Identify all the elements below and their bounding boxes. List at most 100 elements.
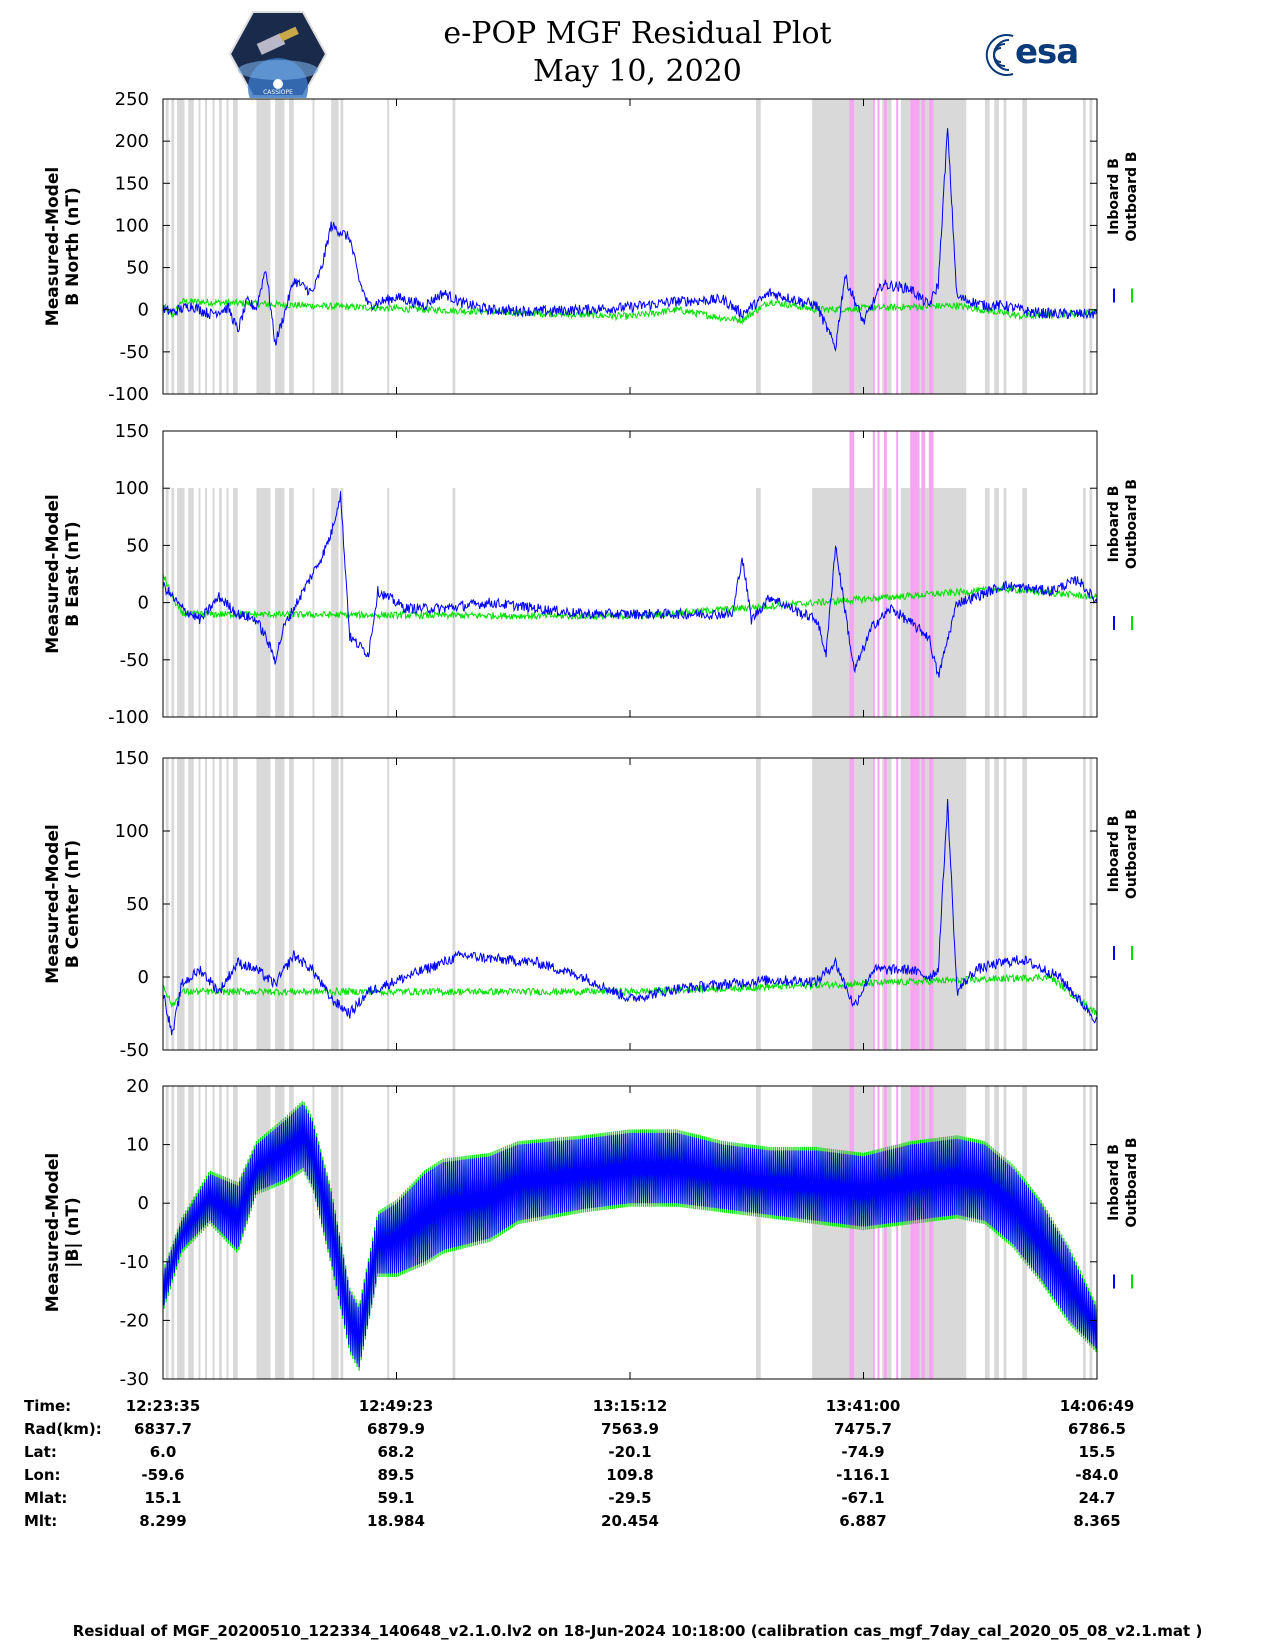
special-flag-band: [884, 431, 887, 717]
quality-flag-band: [984, 488, 990, 717]
y-tick-label: 0: [138, 967, 149, 988]
quality-flag-band: [1022, 488, 1027, 717]
special-flag-band: [877, 758, 880, 1050]
quality-flag-band: [900, 1086, 911, 1379]
orbit-info-value: 59.1: [377, 1489, 415, 1507]
esa-logo-mark: [985, 34, 1014, 76]
cassiope-logo: CASSIOPE: [228, 11, 328, 98]
outboard-b-series: [162, 1100, 1098, 1371]
orbit-info-value: 6786.5: [1068, 1420, 1126, 1438]
orbit-info-value: 8.365: [1073, 1512, 1121, 1530]
quality-flag-band: [212, 1086, 215, 1379]
quality-flag-band: [900, 488, 911, 717]
quality-flag-band: [331, 488, 339, 717]
y-tick-label: 150: [115, 421, 149, 442]
special-flag-band: [928, 758, 934, 1050]
quality-flag-band: [994, 488, 999, 717]
special-flag-band: [884, 758, 887, 1050]
y-tick-label: 0: [138, 300, 149, 321]
quality-flag-band: [171, 758, 175, 1050]
orbit-info-value: 15.1: [144, 1489, 182, 1507]
quality-flag-band: [256, 488, 271, 717]
y-axis-label: Measured-ModelB North (nT): [43, 167, 83, 326]
orbit-info-value: 15.5: [1078, 1443, 1116, 1461]
quality-flag-band: [812, 1086, 850, 1379]
y-tick-label: 200: [115, 131, 149, 152]
quality-flag-band: [212, 99, 215, 394]
orbit-info-label: Rad(km):: [24, 1420, 102, 1438]
orbit-info-label: Lon:: [24, 1466, 61, 1484]
y-tick-label: -30: [120, 1369, 149, 1390]
quality-flag-band: [198, 758, 201, 1050]
quality-flag-band: [312, 758, 315, 1050]
quality-flag-band: [188, 758, 194, 1050]
quality-flag-band: [226, 99, 229, 394]
special-flag-band: [896, 758, 899, 1050]
special-flag-band: [910, 431, 920, 717]
orbit-info-value: -29.5: [608, 1489, 652, 1507]
quality-flag-band: [312, 99, 315, 394]
legend-outboard-label: Outboard B: [1124, 809, 1140, 899]
y-axis-label: Measured-ModelB Center (nT): [43, 824, 83, 983]
quality-flag-band: [289, 1086, 294, 1379]
quality-flag-band: [212, 488, 215, 717]
legend-inboard-label: Inboard B: [1106, 816, 1122, 893]
special-flag-band: [872, 431, 875, 717]
quality-flag-band: [275, 758, 285, 1050]
legend-inboard-label: Inboard B: [1106, 158, 1122, 235]
quality-flag-band: [205, 1086, 208, 1379]
quality-flag-band: [219, 488, 222, 717]
quality-flag-band: [452, 488, 456, 717]
orbit-info-value: 6837.7: [134, 1420, 192, 1438]
quality-flag-band: [933, 99, 967, 394]
y-tick-label: 0: [138, 593, 149, 614]
y-tick-label: 50: [126, 535, 149, 556]
y-tick-label: -100: [108, 384, 149, 405]
special-flag-band: [910, 1086, 920, 1379]
quality-flag-band: [900, 758, 911, 1050]
quality-flag-band: [340, 488, 344, 717]
y-tick-label: 250: [115, 89, 149, 110]
quality-flag-band: [933, 1086, 967, 1379]
orbit-info-label: Mlt:: [24, 1512, 58, 1530]
quality-flag-band: [198, 488, 201, 717]
special-flag-band: [896, 99, 899, 394]
chart-subtitle-date: May 10, 2020: [533, 54, 742, 89]
orbit-info-value: -84.0: [1075, 1466, 1119, 1484]
y-tick-label: 150: [115, 173, 149, 194]
quality-flag-band: [233, 488, 238, 717]
quality-flag-band: [340, 758, 344, 1050]
quality-flag-band: [177, 99, 185, 394]
quality-flag-band: [854, 1086, 873, 1379]
y-tick-label: 100: [115, 215, 149, 236]
quality-flag-band: [312, 1086, 315, 1379]
y-tick-label: 150: [115, 748, 149, 769]
special-flag-band: [921, 99, 926, 394]
outboard-b-series: [163, 972, 1098, 1017]
quality-flag-band: [854, 488, 873, 717]
quality-flag-band: [756, 488, 761, 717]
quality-flag-band: [256, 1086, 271, 1379]
quality-flag-band: [275, 99, 285, 394]
orbit-info-label: Time:: [24, 1397, 72, 1415]
quality-flag-band: [452, 99, 456, 394]
quality-flag-band: [1082, 758, 1086, 1050]
quality-flag-band: [452, 758, 456, 1050]
special-flag-band: [877, 1086, 880, 1379]
quality-flag-band: [171, 99, 175, 394]
inboard-b-series: [162, 128, 1098, 352]
quality-flag-band: [1003, 99, 1007, 394]
y-tick-label: -50: [120, 1040, 149, 1061]
y-tick-label: 10: [126, 1135, 149, 1156]
quality-flag-band: [756, 1086, 761, 1379]
quality-flag-band: [854, 758, 873, 1050]
orbit-info-value: -59.6: [141, 1466, 185, 1484]
cassiope-logo-text: CASSIOPE: [263, 89, 293, 96]
orbit-info-value: 12:49:23: [358, 1397, 434, 1415]
quality-flag-band: [171, 1086, 175, 1379]
y-tick-label: 100: [115, 478, 149, 499]
quality-flag-band: [1089, 99, 1093, 394]
quality-flag-band: [219, 99, 222, 394]
special-flag-band: [921, 1086, 926, 1379]
